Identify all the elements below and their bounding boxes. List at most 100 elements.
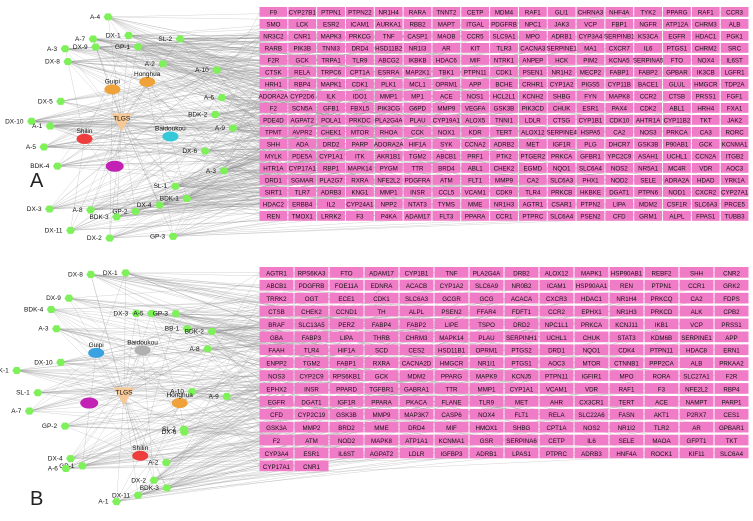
target-node-box	[403, 163, 432, 173]
target-node-box	[609, 421, 644, 433]
target-node: CES2	[399, 344, 434, 356]
target-node-box	[432, 79, 461, 89]
compound-marker	[86, 206, 96, 214]
target-label: RAF1	[698, 9, 714, 16]
target-node: YRK1A	[720, 175, 749, 185]
compound-node: DX-3	[113, 309, 141, 317]
target-label: PRKCG	[349, 33, 371, 40]
target-node: PKACA	[399, 396, 434, 407]
target-node-box	[434, 447, 469, 459]
target-node-box	[490, 103, 518, 113]
target-label: TYMS	[438, 201, 455, 208]
target-node-box	[364, 305, 399, 317]
target-node: FTO	[329, 267, 364, 278]
target-node: MAOB	[432, 31, 461, 41]
target-label: FPAS1	[696, 213, 716, 220]
target-node: HMGCR	[434, 357, 469, 368]
target-node-box	[504, 370, 539, 381]
target-node-box	[504, 267, 539, 278]
target-node-box	[432, 199, 461, 209]
target-node-box	[518, 139, 547, 149]
target-node-box	[294, 344, 329, 356]
target-node-box	[518, 127, 547, 137]
target-label: MMP1	[380, 189, 398, 196]
target-node-box	[574, 421, 609, 433]
edge	[123, 313, 137, 396]
edge	[216, 35, 405, 71]
target-node: SHH	[679, 267, 714, 278]
target-node-box	[547, 79, 576, 89]
target-node: PRF1	[461, 151, 490, 161]
target-node: MIF	[461, 55, 490, 65]
target-node: MAPK8	[364, 434, 399, 446]
target-label: RPS6KA3	[298, 270, 326, 277]
target-label: GFB1	[323, 105, 340, 112]
target-node-box	[317, 43, 345, 53]
target-node-box	[574, 370, 609, 381]
target-node: GSK3B	[490, 103, 518, 113]
target-node-box	[294, 357, 329, 368]
target-node: PRCE5	[720, 199, 749, 209]
target-label: EGMD	[524, 165, 543, 172]
compound-marker	[222, 392, 232, 400]
target-node-box	[663, 175, 691, 185]
target-node: IL6ST	[329, 447, 364, 459]
target-node-box	[518, 79, 547, 89]
target-label: RAF1	[619, 386, 635, 393]
target-node: TERT	[490, 127, 518, 137]
target-node: SLC27A1	[679, 370, 714, 381]
target-label: AR	[692, 425, 701, 432]
target-node: IK3CB	[691, 67, 720, 77]
edge	[123, 395, 227, 397]
edge	[207, 348, 471, 389]
target-label: ITGAL	[466, 21, 484, 28]
target-label: DRD1	[265, 177, 282, 184]
target-node-box	[294, 421, 329, 433]
target-node-box	[329, 357, 364, 368]
target-node-box	[539, 357, 574, 368]
target-label: ALPL	[669, 213, 685, 220]
target-node-box	[714, 318, 749, 330]
target-node: CXCR3	[539, 292, 574, 304]
edge	[16, 370, 180, 404]
target-node: CYP2C19	[294, 408, 329, 420]
target-node: TNF	[434, 267, 469, 278]
target-node-box	[288, 211, 317, 221]
herb-marker	[76, 133, 93, 144]
target-node: MME	[461, 199, 490, 209]
target-node-box	[317, 199, 345, 209]
target-label: SLC9A1	[492, 33, 516, 40]
target-node: CHEK1	[317, 127, 345, 137]
target-label: MAPT	[438, 21, 455, 28]
target-node-box	[609, 434, 644, 446]
target-node: SLC6A4	[714, 447, 749, 459]
target-label: TTR	[445, 386, 458, 393]
target-label: PHX1	[582, 177, 599, 184]
target-node: NTAT3	[403, 199, 432, 209]
target-node: TKT	[691, 115, 720, 125]
target-node: ILK	[317, 91, 345, 101]
target-label: PGK1	[726, 33, 743, 40]
target-node: PTPN1	[644, 279, 679, 291]
compound-node: BDK-1	[160, 194, 192, 202]
target-label: CHRM3	[405, 335, 428, 342]
target-label: RBP4	[294, 81, 311, 88]
target-label: P2RX7	[687, 412, 707, 419]
target-node: F3	[644, 383, 679, 394]
target-node: TYK2	[634, 7, 663, 17]
target-node: DRD4	[345, 43, 374, 53]
target-node: P4KA	[374, 211, 403, 221]
herb-node: Guipi	[104, 78, 121, 95]
target-label: IK3CB	[697, 69, 715, 76]
target-label: FXA1	[727, 105, 743, 112]
target-label: ADAM17	[369, 270, 394, 277]
target-label: ACACB	[406, 283, 427, 290]
target-label: MMP9	[495, 177, 513, 184]
target-node-box	[574, 267, 609, 278]
target-label: MAOB	[437, 33, 455, 40]
compound-node: A-3	[38, 325, 61, 333]
target-label: STAT3	[617, 335, 636, 342]
target-label: LCK	[296, 21, 309, 28]
target-node: LRRK2	[317, 211, 345, 221]
target-label: CPB2	[723, 309, 740, 316]
